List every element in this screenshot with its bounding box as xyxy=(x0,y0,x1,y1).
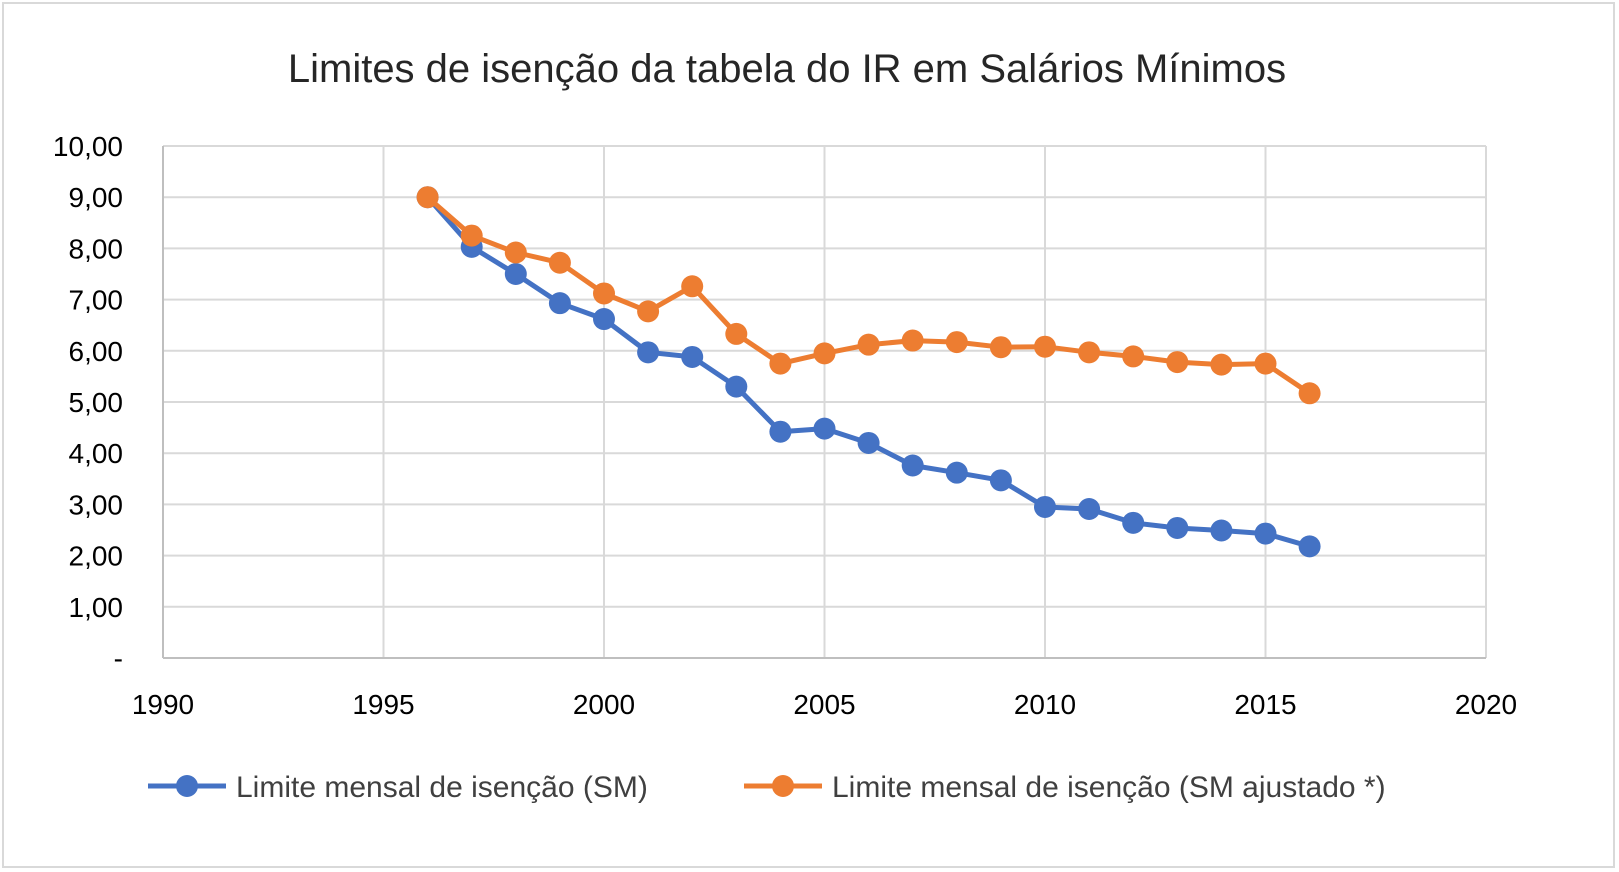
data-point xyxy=(1298,382,1321,405)
x-tick-label: 2010 xyxy=(1014,689,1076,720)
data-point xyxy=(504,241,527,264)
x-tick-label: 2000 xyxy=(573,689,635,720)
data-point xyxy=(901,454,924,477)
data-point xyxy=(857,431,880,454)
x-tick-label: 1995 xyxy=(352,689,414,720)
data-point xyxy=(945,331,968,354)
data-point xyxy=(725,375,748,398)
data-point xyxy=(1210,519,1233,542)
data-point xyxy=(460,224,483,247)
data-point xyxy=(504,263,527,285)
data-point xyxy=(1078,341,1101,364)
data-point xyxy=(1078,498,1101,521)
data-point xyxy=(989,336,1012,359)
series-1 xyxy=(416,186,1321,558)
data-point xyxy=(725,322,748,345)
x-axis-ticks: 1990 1995 2000 2005 2010 2015 2020 xyxy=(132,689,1517,720)
grid xyxy=(162,145,1487,659)
data-point xyxy=(1122,511,1145,534)
data-point xyxy=(1034,335,1056,358)
y-tick-label: 9,00 xyxy=(69,182,124,213)
data-point xyxy=(813,342,836,365)
data-point xyxy=(637,341,660,364)
data-point xyxy=(989,469,1012,492)
legend-label: Limite mensal de isenção (SM) xyxy=(236,771,648,804)
data-point xyxy=(1166,516,1189,539)
data-point xyxy=(637,300,660,323)
data-point xyxy=(1166,351,1189,374)
legend: Limite mensal de isenção (SM) Limite mens… xyxy=(148,771,1386,804)
data-point xyxy=(593,308,615,331)
legend-marker xyxy=(772,775,794,797)
y-tick-label: - xyxy=(114,643,123,674)
legend-item: Limite mensal de isenção (SM ajustado *) xyxy=(744,771,1386,804)
data-point xyxy=(813,417,836,440)
y-tick-label: 7,00 xyxy=(69,285,124,316)
series-2 xyxy=(416,186,1321,405)
x-tick-label: 1990 xyxy=(132,689,194,720)
legend-marker xyxy=(176,775,198,797)
y-tick-label: 6,00 xyxy=(69,336,124,367)
x-tick-label: 2015 xyxy=(1234,689,1296,720)
series-group xyxy=(416,186,1321,558)
y-tick-label: 1,00 xyxy=(69,592,124,623)
data-point xyxy=(1210,353,1233,376)
chart-svg: Limites de isenção da tabela do IR em Sa… xyxy=(53,47,1517,804)
chart-title: Limites de isenção da tabela do IR em Sa… xyxy=(288,47,1286,91)
data-point xyxy=(901,329,924,352)
legend-item: Limite mensal de isenção (SM) xyxy=(148,771,648,804)
data-point xyxy=(681,345,704,368)
data-point xyxy=(548,251,571,274)
y-tick-label: 2,00 xyxy=(69,541,124,572)
legend-label: Limite mensal de isenção (SM ajustado *) xyxy=(832,771,1386,804)
y-tick-label: 10,00 xyxy=(53,131,123,162)
data-point xyxy=(769,420,792,443)
x-tick-label: 2005 xyxy=(793,689,855,720)
y-tick-label: 3,00 xyxy=(69,489,124,520)
data-point xyxy=(1034,495,1056,518)
data-point xyxy=(1254,522,1277,545)
y-axis-ticks: - 1,00 2,00 3,00 4,00 5,00 6,00 7,00 8,00 9,00 10,… xyxy=(53,131,123,674)
data-point xyxy=(548,292,571,315)
y-tick-label: 5,00 xyxy=(69,387,124,418)
data-point xyxy=(593,282,615,305)
data-point xyxy=(681,275,704,298)
y-tick-label: 8,00 xyxy=(69,233,124,264)
data-point xyxy=(1298,535,1321,558)
x-tick-label: 2020 xyxy=(1455,689,1517,720)
data-point xyxy=(416,186,439,209)
data-point xyxy=(857,333,880,356)
data-point xyxy=(769,352,792,375)
data-point xyxy=(945,461,968,484)
data-point xyxy=(1122,345,1145,368)
data-point xyxy=(1254,352,1277,375)
y-tick-label: 4,00 xyxy=(69,438,124,469)
